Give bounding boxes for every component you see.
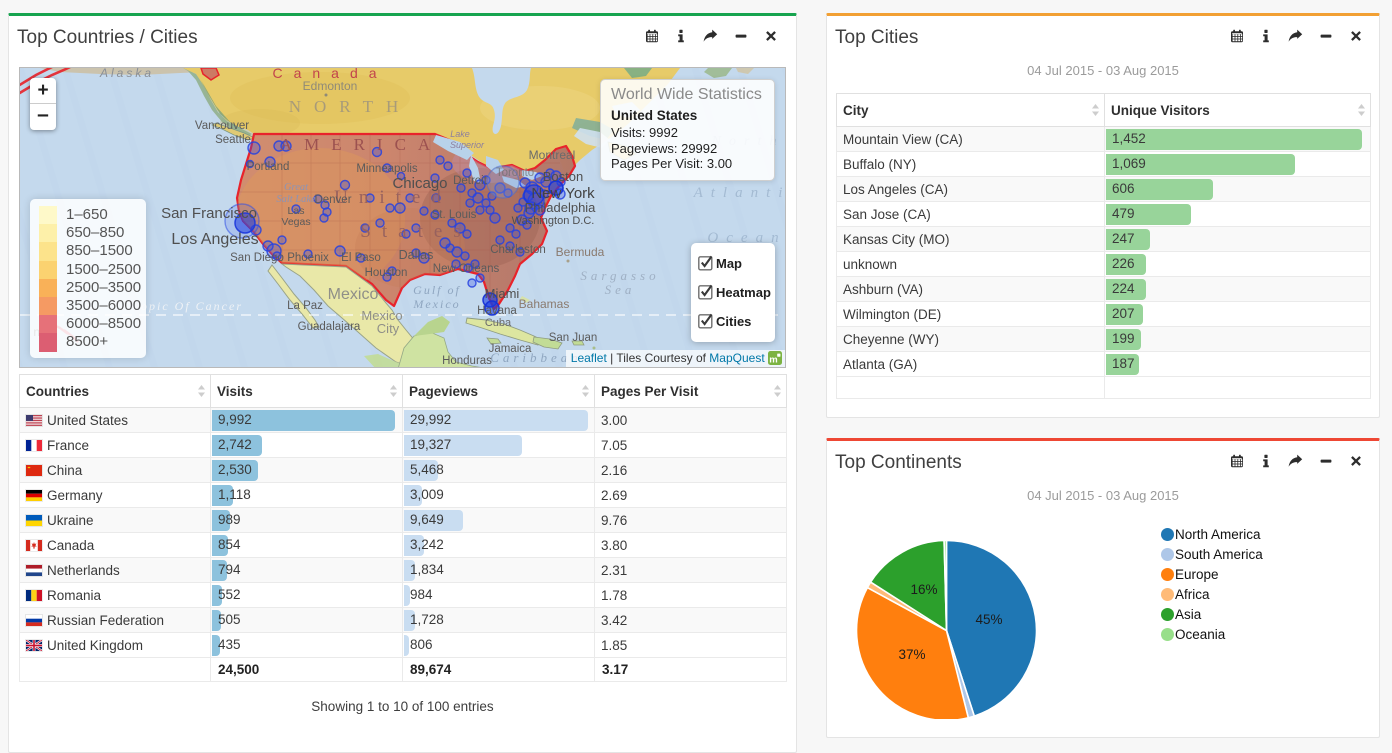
- svg-text:Gulf of: Gulf of: [413, 283, 461, 297]
- svg-text:Sargasso: Sargasso: [580, 268, 659, 283]
- svg-text:Mexico: Mexico: [412, 297, 460, 311]
- svg-text:Jamaica: Jamaica: [489, 343, 532, 355]
- svg-text:San Diego: San Diego: [230, 252, 284, 264]
- svg-text:Montreal: Montreal: [529, 148, 576, 162]
- svg-text:Bahamas: Bahamas: [519, 297, 570, 311]
- svg-text:Portland: Portland: [247, 161, 290, 173]
- svg-text:Seattle: Seattle: [215, 134, 251, 146]
- svg-text:St. Louis: St. Louis: [432, 209, 477, 221]
- svg-text:Philadelphia: Philadelphia: [525, 200, 597, 215]
- svg-text:37%: 37%: [898, 647, 925, 662]
- svg-text:Las: Las: [288, 205, 305, 217]
- svg-text:La Paz: La Paz: [287, 300, 323, 312]
- svg-text:m: m: [769, 355, 777, 366]
- svg-text:Guadalajara: Guadalajara: [298, 321, 361, 333]
- svg-text:States: States: [360, 221, 471, 242]
- svg-text:Denver: Denver: [314, 194, 351, 206]
- svg-text:Toronto: Toronto: [496, 167, 534, 179]
- svg-text:United: United: [334, 187, 452, 208]
- svg-text:New York: New York: [531, 185, 595, 202]
- svg-text:Minneapolis: Minneapolis: [356, 163, 418, 175]
- svg-text:Canada: Canada: [272, 68, 387, 81]
- svg-text:Charleston: Charleston: [490, 244, 546, 256]
- svg-text:Vancouver: Vancouver: [195, 120, 249, 132]
- svg-text:Honduras: Honduras: [442, 355, 492, 367]
- svg-text:City: City: [377, 321, 400, 336]
- svg-text:Lake: Lake: [450, 129, 470, 139]
- svg-text:Los Angeles: Los Angeles: [171, 231, 258, 248]
- svg-text:Dallas: Dallas: [399, 248, 434, 262]
- svg-text:NORTH: NORTH: [289, 97, 412, 116]
- svg-text:New Orleans: New Orleans: [433, 263, 500, 275]
- svg-text:Cuba: Cuba: [485, 317, 512, 329]
- svg-text:opic Of Cancer: opic Of Cancer: [141, 299, 243, 313]
- svg-text:Mexico: Mexico: [361, 308, 402, 323]
- svg-text:Vegas: Vegas: [281, 216, 310, 228]
- svg-text:Bermuda: Bermuda: [556, 245, 605, 259]
- svg-text:El Paso: El Paso: [341, 252, 381, 264]
- svg-text:16%: 16%: [910, 582, 937, 597]
- svg-text:Mexico: Mexico: [328, 286, 379, 303]
- svg-text:Phoenix: Phoenix: [287, 252, 329, 264]
- svg-text:Boston: Boston: [543, 169, 583, 184]
- svg-text:Sea: Sea: [605, 282, 636, 297]
- svg-text:Miami: Miami: [485, 286, 520, 301]
- svg-text:San Francisco: San Francisco: [161, 205, 257, 222]
- svg-text:Havana: Havana: [477, 305, 517, 317]
- svg-text:Caribbean: Caribbean: [490, 350, 582, 365]
- svg-text:Alaska: Alaska: [99, 68, 154, 80]
- svg-text:Atlanti: Atlanti: [693, 185, 786, 201]
- svg-text:Washington D.C.: Washington D.C.: [512, 215, 595, 227]
- svg-text:Salt Lake: Salt Lake: [276, 194, 316, 205]
- svg-text:San Juan: San Juan: [549, 332, 598, 344]
- svg-text:Superior: Superior: [450, 140, 485, 150]
- svg-text:Ocean: Ocean: [707, 230, 786, 246]
- svg-text:Great: Great: [284, 182, 309, 193]
- svg-text:Houston: Houston: [365, 267, 408, 279]
- svg-text:45%: 45%: [975, 612, 1002, 627]
- svg-text:Detroit: Detroit: [453, 175, 488, 187]
- svg-text:Chicago: Chicago: [392, 175, 447, 192]
- svg-text:AMERICA: AMERICA: [280, 135, 442, 154]
- svg-text:Edmonton: Edmonton: [303, 79, 358, 93]
